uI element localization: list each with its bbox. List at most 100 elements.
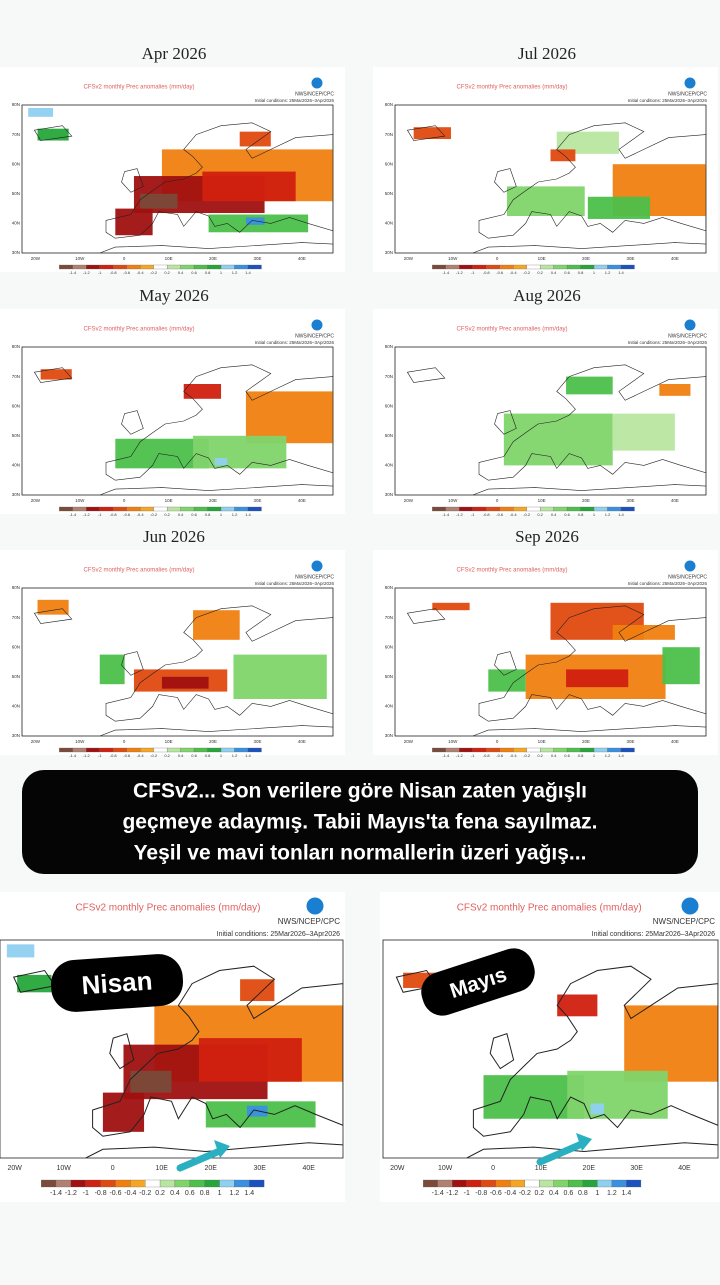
colorbar-box [220, 506, 235, 512]
noaa-logo [310, 318, 324, 332]
colorbar-label: -1.2 [456, 270, 464, 275]
anomaly-patch [612, 413, 675, 451]
anomaly-patch [488, 669, 526, 692]
colorbar-label: 0.8 [578, 512, 584, 517]
lon-label: 0 [123, 256, 126, 261]
anomaly-patch [99, 654, 125, 685]
colorbar-label: -1.4 [69, 270, 77, 275]
colorbar-box [607, 506, 622, 512]
month-panel: Sep 2026 CFSv2 monthly Prec anomalies (mm… [373, 527, 718, 758]
colorbar-box [452, 1179, 467, 1188]
colorbar-box [247, 506, 262, 512]
anomaly-patch [193, 435, 287, 469]
caption: CFSv2... Son verilere göre Nisan zaten y… [22, 770, 698, 874]
large-map: CFSv2 monthly Prec anomalies (mm/day) NWS… [0, 892, 345, 1202]
colorbar-label: -1.2 [456, 512, 464, 517]
map-title: CFSv2 monthly Prec anomalies (mm/day) [75, 903, 260, 914]
lon-label: 10W [448, 739, 458, 744]
lon-label: 40E [671, 498, 679, 503]
arrow [176, 1146, 226, 1172]
colorbar-label: 0.4 [551, 753, 557, 758]
colorbar-box [472, 747, 487, 753]
badge-bg [421, 948, 535, 1016]
colorbar-label: 1 [220, 753, 223, 758]
colorbar-label: -0.4 [137, 753, 145, 758]
colorbar-box [153, 506, 168, 512]
colorbar-label: -0.6 [123, 512, 131, 517]
colorbar-label: -1.2 [65, 1190, 77, 1197]
map-title: CFSv2 monthly Prec anomalies (mm/day) [84, 85, 195, 91]
colorbar-box [459, 264, 473, 270]
lat-label: 80N [385, 344, 393, 349]
colorbar-box [472, 264, 487, 270]
lat-label: 80N [385, 585, 393, 590]
coastline [406, 367, 446, 383]
anomaly-patch [659, 384, 691, 396]
lon-label: 20W [404, 739, 414, 744]
colorbar-label: -1.4 [442, 270, 450, 275]
lon-label: 10W [448, 256, 458, 261]
coastline [489, 1033, 515, 1070]
map-agency: NWS/NCEP/CPC [295, 574, 334, 580]
lat-label: 70N [385, 615, 393, 620]
lon-label: 20W [390, 1165, 405, 1172]
colorbar-box [553, 506, 568, 512]
colorbar-box [626, 1179, 642, 1188]
colorbar-box [580, 506, 595, 512]
anomaly-patch [239, 131, 271, 147]
coastline [494, 168, 517, 193]
colorbar-box [174, 1179, 190, 1188]
colorbar-box [130, 1179, 146, 1188]
colorbar-box [620, 747, 635, 753]
anomaly-patch [550, 149, 576, 162]
colorbar-label: -1.2 [83, 270, 91, 275]
lat-label: 80N [12, 585, 20, 590]
map-initial: Initial conditions: 25Mar2026–3Apr2026 [217, 931, 340, 938]
colorbar-label: 1 [593, 270, 596, 275]
colorbar-label: -1.2 [83, 512, 91, 517]
lon-label: 40E [671, 739, 679, 744]
colorbar-label: -1 [98, 512, 102, 517]
colorbar-box [445, 264, 460, 270]
colorbar-label: 0.2 [164, 512, 170, 517]
colorbar-label: 0.4 [551, 512, 557, 517]
lat-label: 80N [12, 344, 20, 349]
lon-label: 20W [404, 256, 414, 261]
colorbar-label: -0.8 [110, 753, 118, 758]
colorbar-box [153, 264, 168, 270]
colorbar-box [539, 264, 554, 270]
colorbar-label: 1.2 [232, 512, 238, 517]
colorbar-box [510, 1179, 525, 1188]
map-inner [6, 944, 343, 1158]
colorbar-box [539, 1179, 554, 1188]
arrow-head [576, 1133, 592, 1151]
colorbar-label: 1.2 [230, 1190, 240, 1197]
badge-text: Nisan [81, 965, 154, 1000]
colorbar-box [189, 1179, 205, 1188]
map-agency: NWS/NCEP/CPC [668, 91, 707, 97]
colorbar-box [180, 747, 195, 753]
colorbar-label: -0.4 [510, 270, 518, 275]
anomaly-patch [193, 610, 240, 640]
lon-label: 30E [630, 1165, 643, 1172]
colorbar-label: -1.2 [83, 753, 91, 758]
lat-label: 60N [385, 403, 393, 408]
map-agency: NWS/NCEP/CPC [295, 333, 334, 339]
lat-label: 80N [12, 102, 20, 107]
colorbar-label: 1.4 [245, 270, 251, 275]
lon-label: 40E [302, 1165, 315, 1172]
month-panel: Aug 2026 CFSv2 monthly Prec anomalies (mm… [373, 286, 718, 517]
colorbar-label: 0.2 [534, 1190, 544, 1197]
panel-title: Aug 2026 [513, 286, 581, 305]
colorbar-label: 0.6 [564, 753, 570, 758]
colorbar-box [459, 506, 473, 512]
colorbar-box [193, 506, 208, 512]
colorbar-box [220, 747, 235, 753]
lon-label: 10W [448, 498, 458, 503]
colorbar-label: 1.2 [607, 1190, 617, 1197]
coastline [472, 242, 706, 253]
lat-label: 40N [385, 221, 393, 226]
colorbar-label: -0.6 [109, 1190, 121, 1197]
noaa-logo [683, 559, 697, 573]
anomaly-patch [214, 458, 228, 466]
